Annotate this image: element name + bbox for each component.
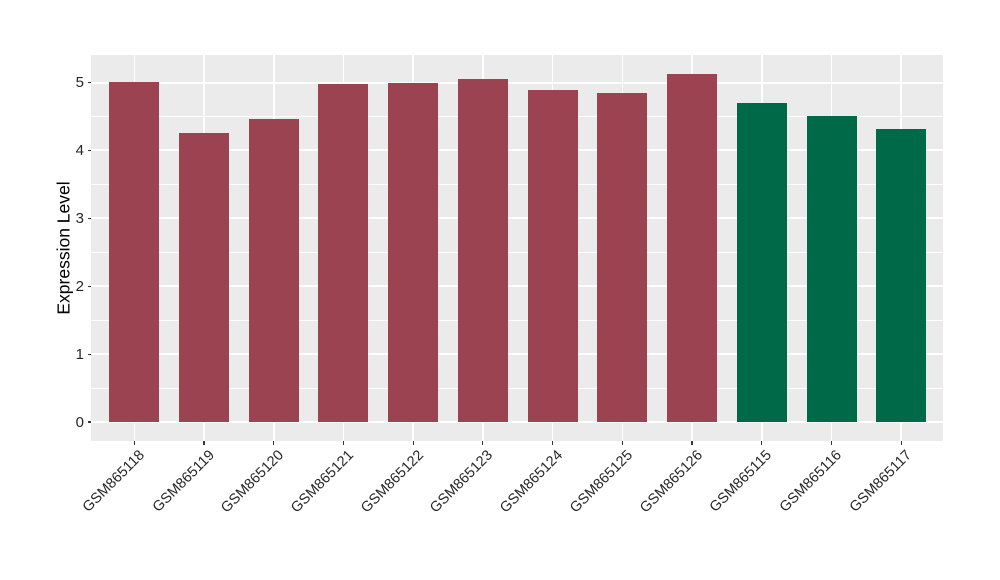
y-axis-title: Expression Level — [53, 181, 74, 315]
gridline-minor-y — [91, 251, 943, 253]
x-tick-label: GSM865124 — [497, 447, 567, 517]
bar-GSM865121 — [318, 83, 369, 422]
x-tick-mark — [691, 441, 693, 445]
x-tick-label: GSM865125 — [567, 447, 636, 517]
gridline-minor-y — [91, 183, 943, 185]
bar-GSM865126 — [667, 74, 718, 422]
y-tick-mark — [87, 285, 91, 287]
bar-GSM865119 — [179, 132, 230, 422]
gridline-minor-y — [91, 116, 943, 118]
x-tick-label: GSM865118 — [79, 447, 148, 516]
x-tick-label: GSM865122 — [357, 447, 427, 517]
x-tick-label: GSM865126 — [636, 447, 706, 517]
y-tick-label: 1 — [75, 345, 84, 363]
gridline-major-y — [91, 353, 943, 356]
x-tick-mark — [412, 441, 414, 445]
bar-GSM865120 — [248, 118, 299, 422]
x-tick-label: GSM865123 — [427, 447, 497, 517]
bar-GSM865122 — [388, 82, 439, 422]
y-tick-mark — [87, 82, 91, 84]
x-tick-mark — [621, 441, 623, 445]
gridline-major-y — [91, 217, 943, 220]
y-tick-mark — [87, 421, 91, 423]
x-tick-mark — [342, 441, 345, 445]
x-tick-mark — [482, 441, 484, 445]
plot-panel — [91, 55, 943, 441]
y-tick-label: 5 — [75, 74, 84, 92]
x-tick-label: GSM865119 — [149, 447, 218, 516]
bar-GSM865123 — [457, 78, 508, 422]
y-tick-mark — [87, 217, 91, 219]
gridline-major-y — [91, 285, 943, 288]
x-tick-label: GSM865115 — [707, 447, 776, 516]
x-tick-mark — [203, 441, 205, 445]
x-tick-label: GSM865120 — [218, 447, 288, 517]
y-tick-label: 0 — [75, 413, 84, 431]
x-tick-label: GSM865117 — [846, 447, 915, 516]
bar-GSM865125 — [597, 93, 648, 422]
x-tick-label: GSM865116 — [776, 447, 846, 516]
bar-GSM865118 — [109, 81, 160, 422]
bar-GSM865116 — [806, 115, 857, 422]
x-tick-mark — [273, 441, 275, 445]
x-tick-mark — [830, 441, 833, 445]
y-tick-label: 3 — [75, 209, 84, 227]
gridline-major-y — [91, 149, 943, 152]
y-tick-mark — [87, 353, 91, 355]
bar-GSM865117 — [876, 128, 927, 422]
gridline-major-y — [91, 81, 943, 84]
y-tick-mark — [87, 149, 91, 152]
x-tick-mark — [761, 441, 763, 445]
bar-GSM865124 — [527, 90, 578, 422]
gridline-minor-y — [91, 319, 943, 321]
x-tick-mark — [552, 441, 554, 445]
x-tick-mark — [900, 441, 902, 445]
x-tick-mark — [133, 441, 135, 445]
gridline-major-y — [91, 421, 943, 423]
gridline-minor-y — [91, 387, 943, 389]
x-tick-label: GSM865121 — [288, 447, 358, 517]
bar-GSM865115 — [736, 102, 787, 422]
y-tick-label: 4 — [75, 141, 84, 159]
y-tick-label: 2 — [75, 277, 84, 295]
